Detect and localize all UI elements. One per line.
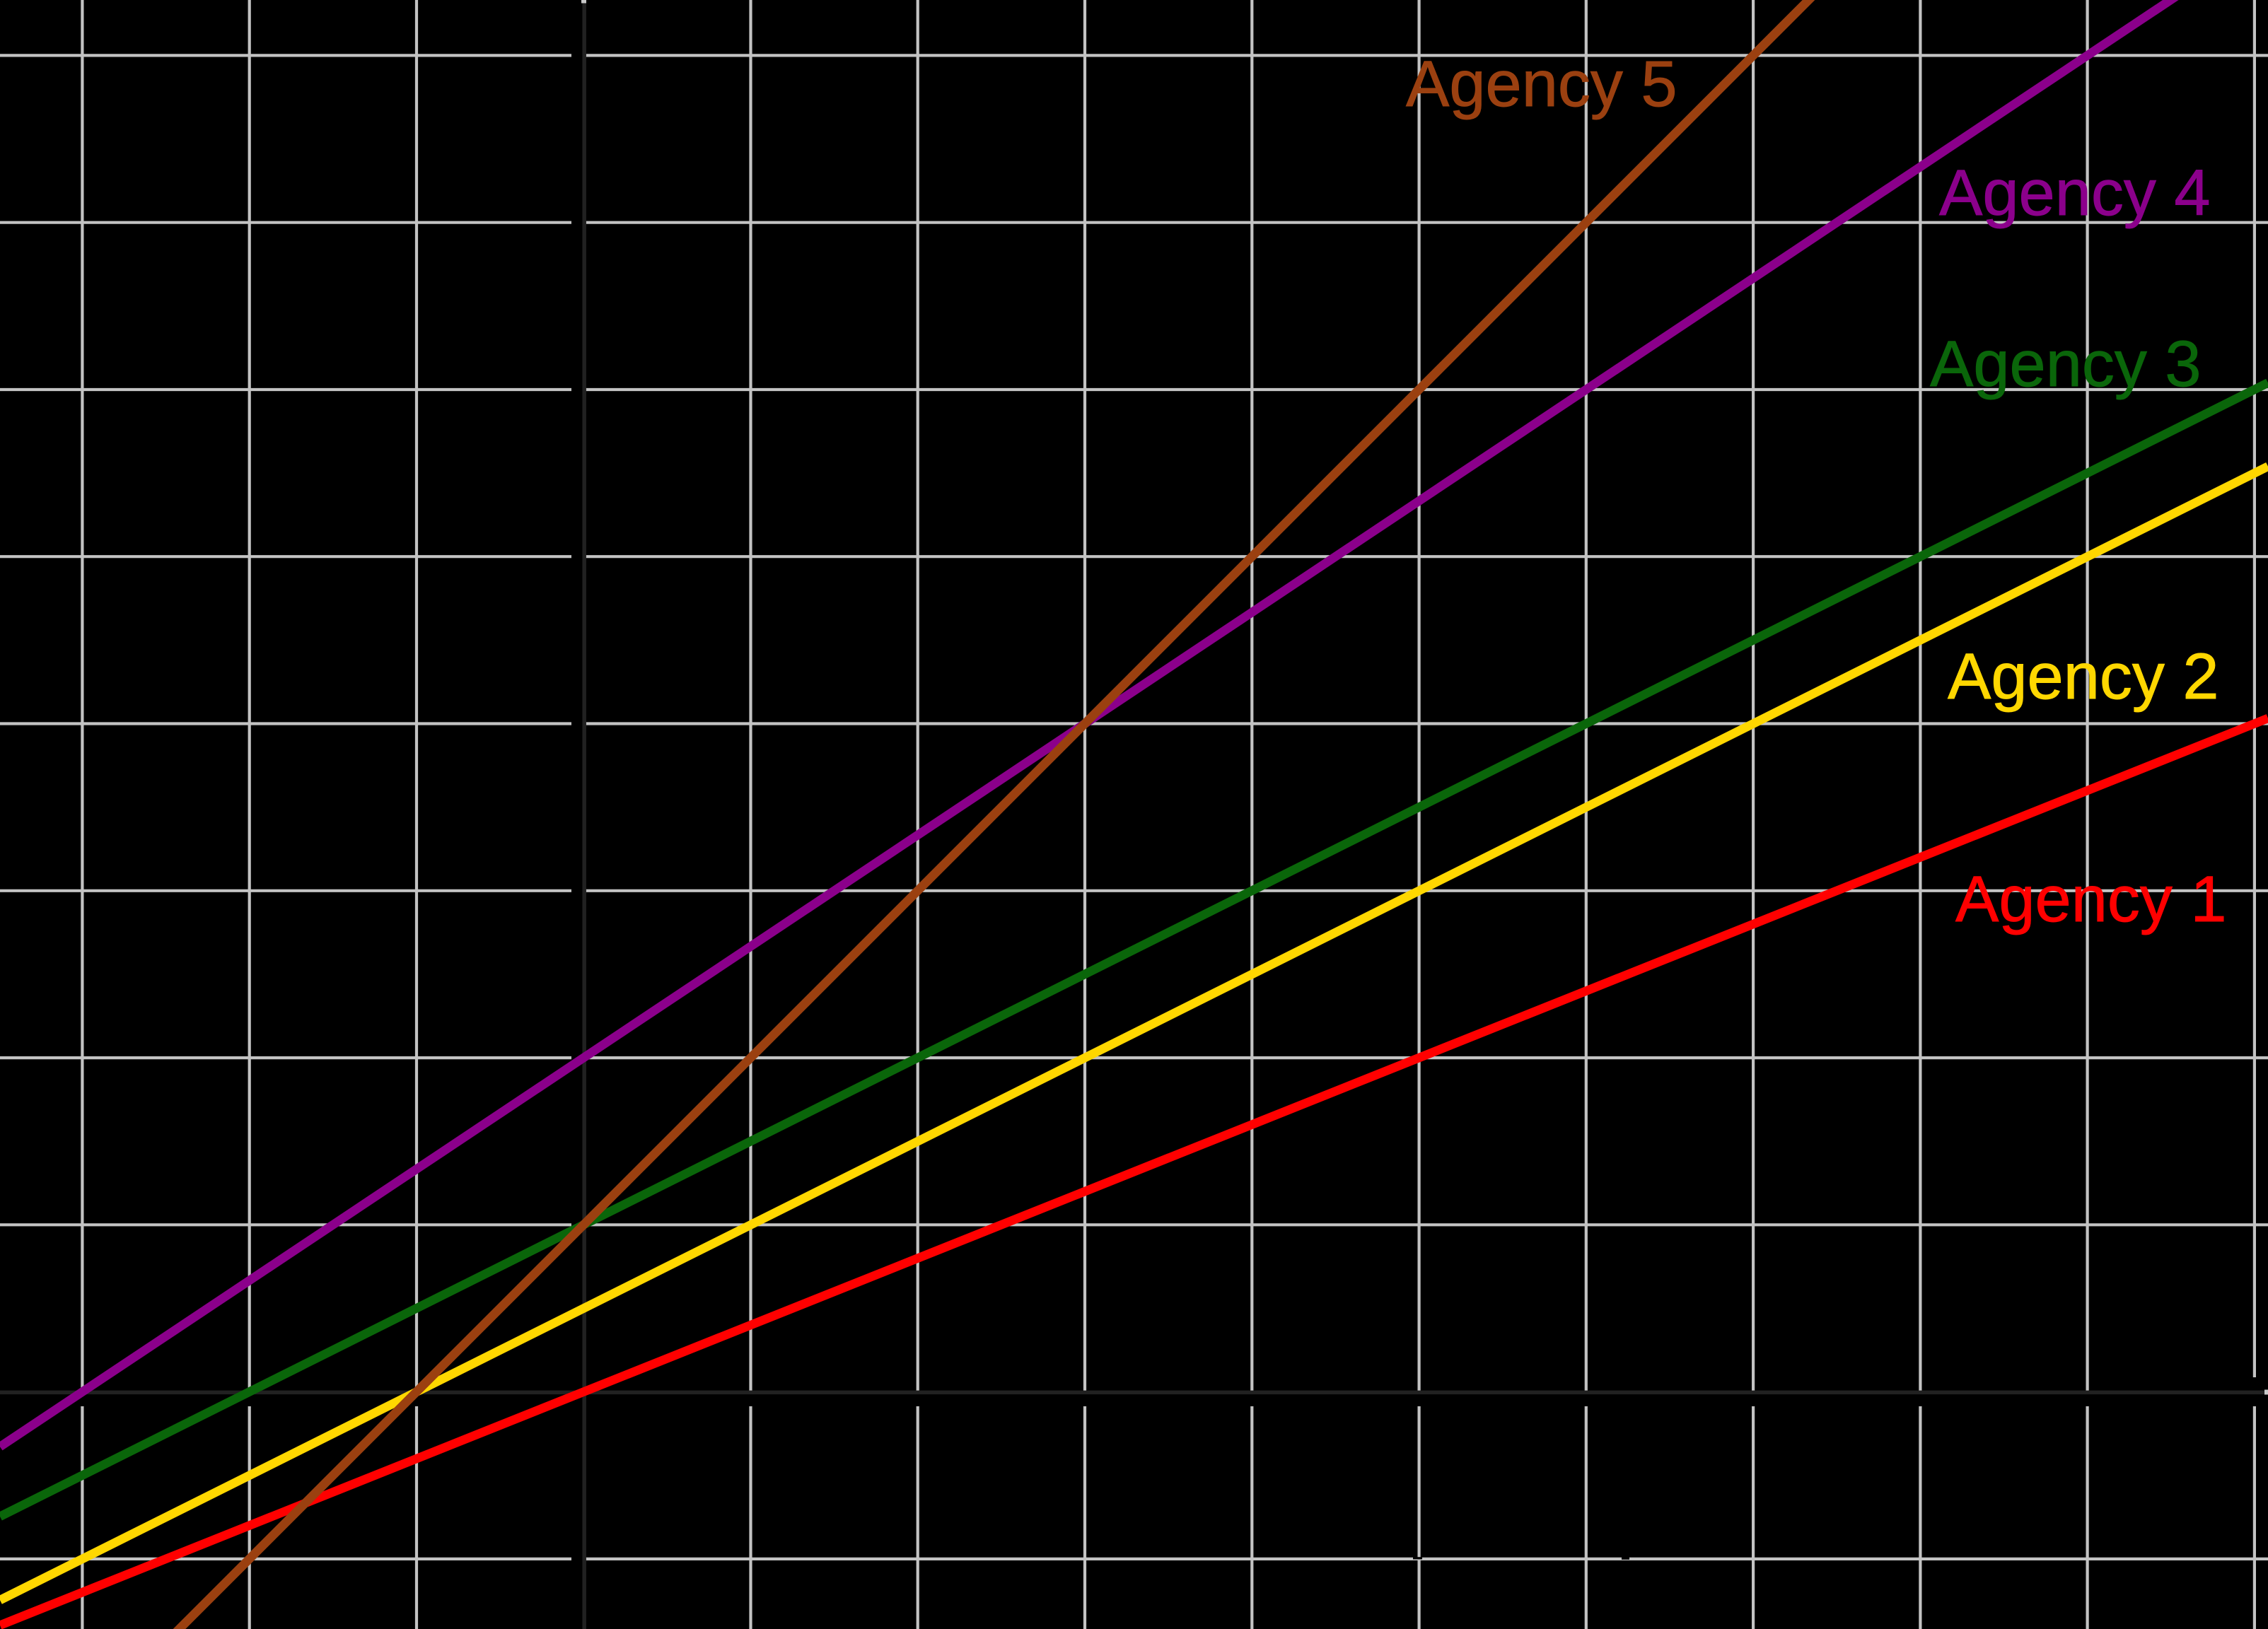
svg-text:Agency 1: Agency 1 [1955, 863, 2227, 935]
svg-text:Agency 3: Agency 3 [1930, 328, 2202, 400]
svg-text:Agency 5: Agency 5 [1406, 48, 1677, 120]
svg-text:Agency 2: Agency 2 [1948, 641, 2219, 713]
svg-text:Agency 4: Agency 4 [1939, 157, 2211, 229]
